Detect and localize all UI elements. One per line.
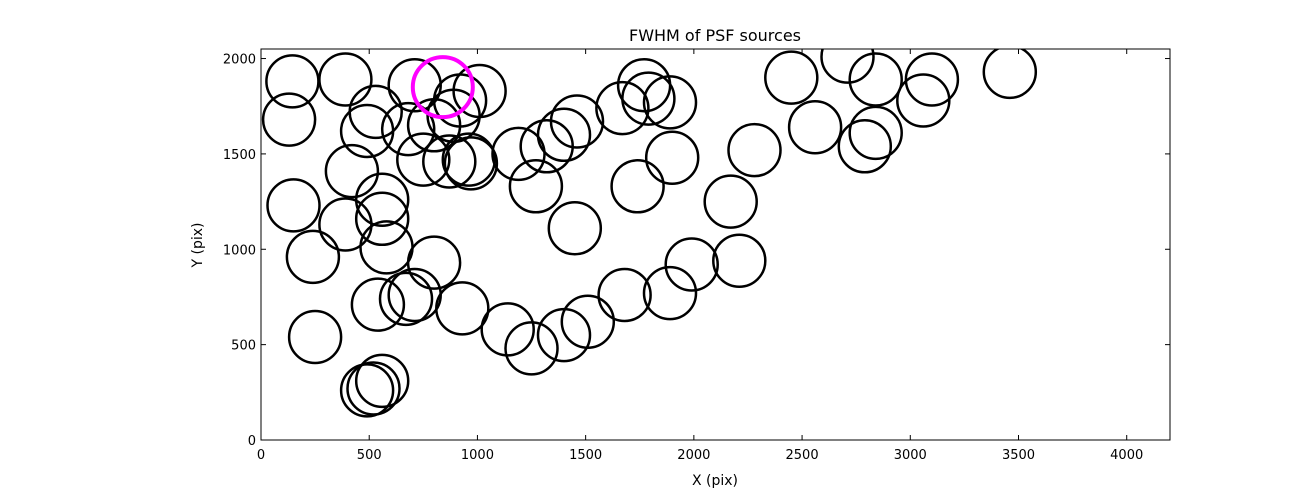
source-circle (339, 103, 395, 159)
source-circle (703, 174, 758, 229)
source-circle (318, 52, 373, 107)
x-tick-label: 3000 (894, 448, 927, 463)
source-circle (406, 235, 462, 290)
source-circle (519, 119, 574, 174)
source-circle (324, 143, 380, 199)
source-circle (422, 134, 477, 189)
source-circle (848, 52, 903, 107)
source-circle (354, 191, 410, 247)
y-tick-label: 500 (231, 339, 256, 354)
source-circle (346, 361, 401, 416)
source-circle (435, 281, 490, 336)
source-circle (339, 363, 395, 418)
source-circle (982, 49, 1038, 100)
source-circle (261, 92, 317, 147)
source-circle (441, 132, 497, 187)
source-circle (896, 73, 951, 128)
source-circle (621, 71, 676, 126)
source-circle (837, 119, 893, 174)
source-circle (350, 277, 406, 332)
x-axis-label: X (pix) (692, 473, 738, 489)
source-circle (560, 294, 616, 349)
source-circle (595, 80, 650, 136)
source-circle (480, 302, 535, 357)
source-circle (764, 50, 819, 105)
source-circle (787, 99, 843, 155)
source-circle (642, 265, 698, 321)
source-circle (664, 237, 719, 292)
y-axis-label: Y (pix) (190, 223, 206, 269)
source-circle (266, 178, 321, 233)
x-tick-label: 0 (257, 448, 265, 463)
source-circle (536, 107, 592, 163)
source-circle (820, 49, 875, 84)
source-circle (285, 229, 341, 285)
x-tick-label: 2000 (677, 448, 710, 463)
source-circle (508, 159, 564, 214)
source-circle (396, 132, 451, 187)
x-tick-label: 4000 (1110, 448, 1143, 463)
source-circle (491, 126, 546, 182)
plot-area (261, 49, 1038, 418)
source-circle (387, 57, 442, 113)
source-circle (432, 73, 488, 128)
source-circle (354, 353, 410, 409)
x-tick-label: 1000 (461, 448, 494, 463)
source-circle (610, 159, 665, 214)
source-circle (848, 105, 903, 161)
source-circle (504, 321, 559, 376)
source-circle (547, 201, 603, 256)
source-circle (536, 307, 592, 363)
source-circle (378, 271, 434, 327)
x-tick-label: 500 (357, 448, 382, 463)
source-circle (287, 309, 343, 365)
chart-title: FWHM of PSF sources (629, 26, 801, 45)
axis-ticks: 0 500 1000 1500 2000 2500 3000 3500 4000 0 500 1000… (223, 49, 1170, 463)
highlighted-source-circle (410, 55, 475, 120)
y-tick-label: 0 (248, 434, 256, 449)
x-tick-label: 2500 (786, 448, 819, 463)
source-circle (642, 75, 698, 130)
source-circle (443, 136, 499, 191)
source-circle (549, 94, 605, 149)
source-circle (318, 197, 373, 252)
source-circle (644, 130, 700, 185)
y-tick-label: 1000 (223, 243, 256, 258)
x-tick-label: 1500 (569, 448, 602, 463)
plot-frame (260, 48, 1171, 441)
source-circle (727, 122, 782, 178)
source-circle (359, 220, 414, 275)
source-circle (380, 101, 436, 157)
x-tick-label: 3500 (1002, 448, 1035, 463)
y-tick-label: 1500 (223, 148, 256, 163)
source-circle (597, 267, 652, 323)
source-circle (904, 52, 960, 107)
source-circle (712, 233, 767, 288)
y-tick-label: 2000 (223, 53, 256, 68)
